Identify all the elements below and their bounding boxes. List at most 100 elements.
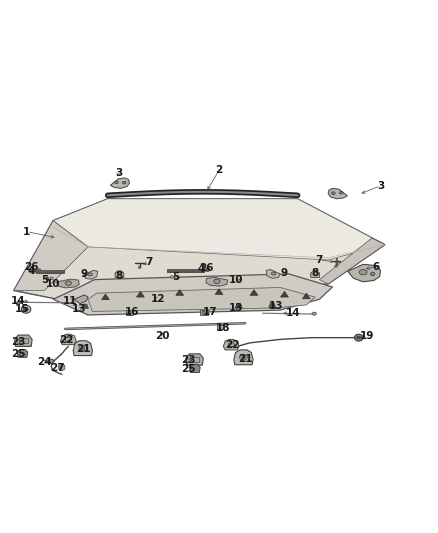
Ellipse shape bbox=[332, 192, 335, 195]
Polygon shape bbox=[269, 303, 276, 308]
Text: 1: 1 bbox=[23, 227, 31, 237]
Text: 12: 12 bbox=[151, 294, 165, 304]
Ellipse shape bbox=[17, 301, 21, 304]
Polygon shape bbox=[53, 199, 385, 260]
FancyBboxPatch shape bbox=[18, 338, 28, 343]
Polygon shape bbox=[81, 304, 88, 309]
Polygon shape bbox=[302, 293, 310, 299]
Ellipse shape bbox=[359, 270, 367, 275]
Polygon shape bbox=[223, 340, 239, 350]
Text: 4: 4 bbox=[198, 264, 205, 273]
Polygon shape bbox=[311, 271, 319, 277]
Polygon shape bbox=[234, 350, 253, 365]
Polygon shape bbox=[57, 279, 79, 288]
Ellipse shape bbox=[205, 268, 210, 271]
Ellipse shape bbox=[65, 337, 71, 342]
Text: 21: 21 bbox=[76, 344, 91, 354]
Text: 10: 10 bbox=[46, 279, 60, 289]
Text: 3: 3 bbox=[377, 181, 384, 191]
FancyBboxPatch shape bbox=[200, 310, 208, 316]
Ellipse shape bbox=[138, 266, 141, 269]
Text: 7: 7 bbox=[145, 257, 153, 267]
Ellipse shape bbox=[32, 270, 34, 272]
Ellipse shape bbox=[272, 272, 276, 275]
Text: 16: 16 bbox=[124, 308, 139, 317]
Text: 13: 13 bbox=[72, 304, 87, 314]
Text: 15: 15 bbox=[15, 304, 30, 314]
Ellipse shape bbox=[24, 308, 28, 311]
Ellipse shape bbox=[30, 269, 35, 273]
Ellipse shape bbox=[50, 277, 53, 280]
Ellipse shape bbox=[88, 273, 92, 276]
Text: 14: 14 bbox=[286, 308, 300, 318]
Ellipse shape bbox=[123, 181, 126, 184]
Text: 8: 8 bbox=[115, 271, 122, 281]
Text: 8: 8 bbox=[311, 268, 319, 278]
Text: 25: 25 bbox=[181, 364, 196, 374]
Ellipse shape bbox=[228, 343, 234, 347]
Polygon shape bbox=[14, 199, 385, 304]
Polygon shape bbox=[74, 295, 88, 304]
Text: 7: 7 bbox=[316, 255, 323, 265]
Polygon shape bbox=[215, 289, 223, 294]
Text: 25: 25 bbox=[11, 349, 25, 359]
Text: 5: 5 bbox=[41, 274, 48, 285]
Polygon shape bbox=[88, 287, 315, 311]
Polygon shape bbox=[190, 365, 200, 373]
Ellipse shape bbox=[214, 279, 220, 284]
Text: 27: 27 bbox=[50, 363, 65, 373]
Text: 19: 19 bbox=[360, 332, 374, 341]
Polygon shape bbox=[115, 271, 124, 277]
Ellipse shape bbox=[206, 269, 208, 270]
Polygon shape bbox=[186, 354, 203, 365]
Polygon shape bbox=[319, 238, 385, 284]
Ellipse shape bbox=[357, 336, 360, 339]
Text: 9: 9 bbox=[281, 268, 288, 278]
Ellipse shape bbox=[81, 347, 85, 350]
Polygon shape bbox=[59, 364, 65, 371]
Text: 21: 21 bbox=[238, 354, 252, 365]
Text: 2: 2 bbox=[215, 165, 223, 175]
Text: 4: 4 bbox=[28, 266, 35, 276]
Polygon shape bbox=[250, 289, 258, 295]
Ellipse shape bbox=[46, 277, 49, 280]
Polygon shape bbox=[328, 188, 347, 199]
Text: 24: 24 bbox=[37, 357, 52, 367]
FancyBboxPatch shape bbox=[126, 310, 134, 316]
Text: 22: 22 bbox=[225, 340, 239, 350]
FancyBboxPatch shape bbox=[166, 269, 204, 272]
Ellipse shape bbox=[170, 276, 173, 278]
Text: 23: 23 bbox=[11, 337, 25, 346]
Text: 22: 22 bbox=[59, 335, 74, 345]
Text: 13: 13 bbox=[268, 301, 283, 311]
Text: 26: 26 bbox=[199, 263, 213, 273]
Polygon shape bbox=[281, 292, 288, 297]
Ellipse shape bbox=[242, 356, 245, 359]
Text: 11: 11 bbox=[64, 296, 78, 305]
Polygon shape bbox=[17, 350, 28, 357]
Ellipse shape bbox=[79, 345, 87, 351]
Polygon shape bbox=[235, 304, 242, 308]
Text: 13: 13 bbox=[229, 303, 244, 313]
Polygon shape bbox=[206, 277, 228, 286]
Ellipse shape bbox=[25, 309, 27, 310]
Polygon shape bbox=[137, 292, 145, 297]
FancyBboxPatch shape bbox=[190, 357, 199, 362]
Text: 17: 17 bbox=[203, 308, 218, 317]
FancyBboxPatch shape bbox=[217, 325, 223, 329]
Polygon shape bbox=[53, 274, 332, 315]
Polygon shape bbox=[110, 178, 130, 188]
Ellipse shape bbox=[21, 305, 31, 313]
Polygon shape bbox=[348, 264, 381, 282]
Polygon shape bbox=[176, 289, 184, 295]
Ellipse shape bbox=[335, 265, 337, 267]
Polygon shape bbox=[102, 294, 110, 300]
Ellipse shape bbox=[371, 272, 375, 276]
Text: 9: 9 bbox=[80, 269, 87, 279]
Polygon shape bbox=[60, 334, 76, 345]
Text: 10: 10 bbox=[229, 276, 244, 286]
Ellipse shape bbox=[115, 181, 118, 183]
Ellipse shape bbox=[339, 191, 343, 194]
Text: 18: 18 bbox=[216, 322, 231, 333]
Ellipse shape bbox=[175, 276, 178, 278]
